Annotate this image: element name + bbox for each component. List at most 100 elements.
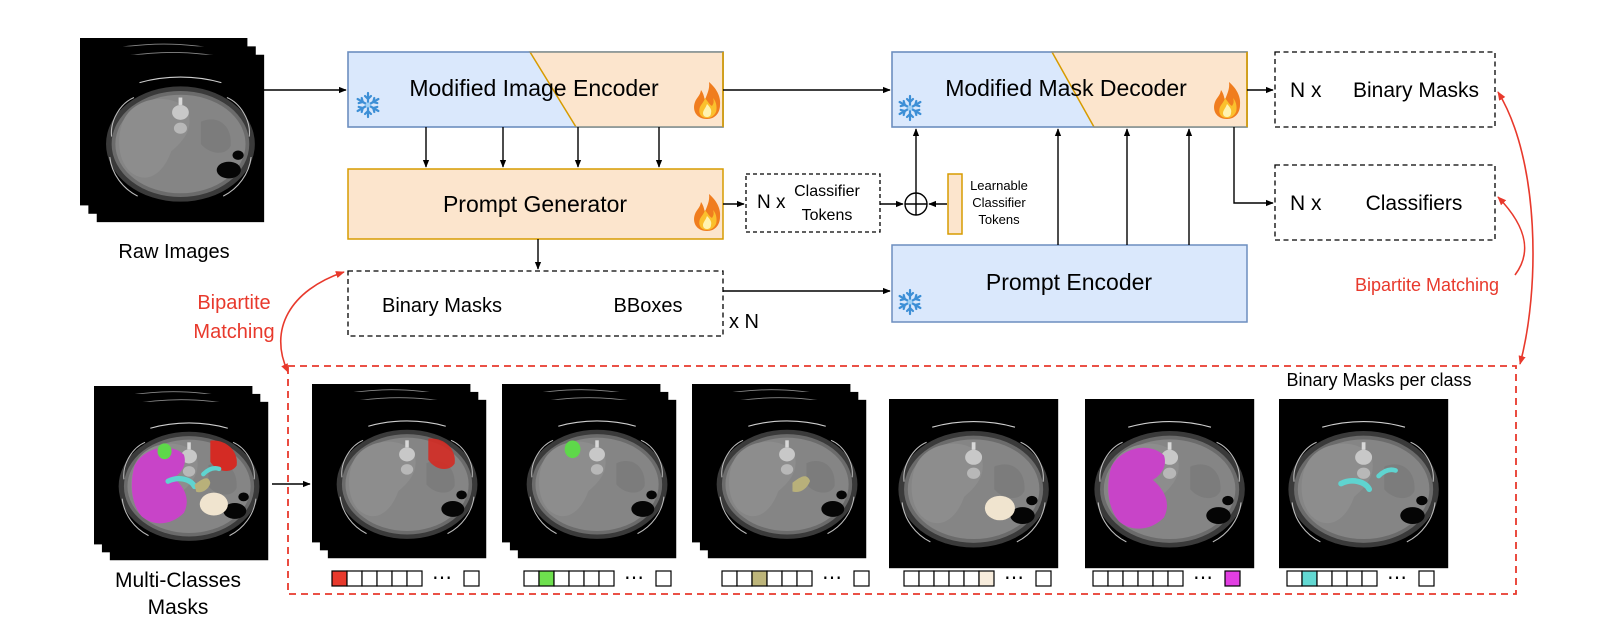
classifiers-output: N x Classifiers	[1274, 164, 1496, 241]
image-encoder-label: Modified Image Encoder	[409, 75, 659, 101]
one-hot-cell	[553, 570, 570, 587]
one-hot-last-cell	[1418, 570, 1435, 587]
one-hot-cell	[523, 570, 540, 587]
one-hot-cell	[781, 570, 798, 587]
ellipsis: ⋯	[1004, 567, 1024, 589]
class-mask-5	[1084, 398, 1255, 569]
prompt-output-multiplier: x N	[729, 311, 759, 333]
prompt-encoder-label: Prompt Encoder	[986, 269, 1153, 295]
classifier-tokens-prefix: N x	[757, 192, 786, 213]
one-hot-cell	[361, 570, 378, 587]
flow-arrows	[260, 86, 1274, 488]
binary-masks-label: Binary Masks	[1353, 79, 1479, 102]
prompt-outputs-box: Binary Masks BBoxes x N	[347, 270, 759, 337]
one-hot-cell	[346, 570, 363, 587]
one-hot-cell	[1137, 570, 1154, 587]
one-hot-cell	[903, 570, 920, 587]
one-hot-cell	[736, 570, 753, 587]
one-hot-vector: ⋯	[1092, 567, 1241, 589]
multi-class-label-line2: Masks	[148, 596, 209, 619]
one-hot-cell	[766, 570, 783, 587]
one-hot-active-cell	[751, 570, 768, 587]
one-hot-cell	[376, 570, 393, 587]
bipartite-matching-arrows	[279, 91, 1534, 373]
one-hot-cell	[406, 570, 423, 587]
learnable-line1: Learnable	[970, 178, 1028, 193]
one-hot-vector: ⋯	[903, 567, 1052, 589]
one-hot-cell	[721, 570, 738, 587]
one-hot-cell	[948, 570, 965, 587]
bipartite-right-label: Bipartite Matching	[1355, 275, 1499, 295]
multi-class-mask-stack	[94, 386, 268, 560]
ellipsis: ⋯	[1387, 567, 1407, 589]
one-hot-cell	[796, 570, 813, 587]
one-hot-last-cell	[655, 570, 672, 587]
ellipsis: ⋯	[624, 567, 644, 589]
one-hot-last-cell	[1035, 570, 1052, 587]
per-class-label: Binary Masks per class	[1286, 370, 1471, 390]
one-hot-active-cell	[331, 570, 348, 587]
prompt-output-masks: Binary Masks	[382, 295, 502, 317]
one-hot-last-cell	[853, 570, 870, 587]
prompt-output-bboxes: BBoxes	[614, 295, 683, 317]
one-hot-cell	[1361, 570, 1378, 587]
learnable-classifier-tokens: Learnable Classifier Tokens	[947, 173, 1028, 235]
one-hot-vector: ⋯	[1286, 567, 1435, 589]
raw-images-label: Raw Images	[118, 241, 229, 263]
bipartite-left-line2: Matching	[193, 321, 274, 343]
one-hot-cell	[933, 570, 950, 587]
one-hot-active-cell	[978, 570, 995, 587]
binary-masks-output: N x Binary Masks	[1274, 51, 1496, 128]
one-hot-active-cell	[538, 570, 555, 587]
ellipsis: ⋯	[432, 567, 452, 589]
class-mask-1	[312, 384, 486, 558]
class-mask-3	[692, 384, 866, 558]
per-class-container	[287, 365, 1517, 595]
prompt-encoder: Prompt Encoder	[891, 244, 1248, 323]
class-mask-4	[888, 398, 1059, 569]
one-hot-cell	[1316, 570, 1333, 587]
class-mask-2	[502, 384, 676, 558]
one-hot-cell	[598, 570, 615, 587]
one-hot-vector: ⋯	[523, 567, 672, 589]
sum-node	[904, 192, 928, 216]
ellipsis: ⋯	[1193, 567, 1213, 589]
raw-images-stack	[80, 38, 264, 222]
classifier-tokens-box: N x Classifier Tokens	[745, 173, 881, 233]
one-hot-cell	[1107, 570, 1124, 587]
bipartite-left-line1: Bipartite	[197, 292, 270, 314]
one-hot-cell	[1346, 570, 1363, 587]
class-mask-6	[1278, 398, 1449, 569]
one-hot-cell	[963, 570, 980, 587]
multi-class-label-line1: Multi-Classes	[115, 569, 241, 592]
modified-mask-decoder: Modified Mask Decoder	[891, 51, 1248, 128]
mask-decoder-label: Modified Mask Decoder	[945, 75, 1187, 101]
one-hot-cell	[1331, 570, 1348, 587]
one-hot-vector: ⋯	[721, 567, 870, 589]
one-hot-last-cell	[1224, 570, 1241, 587]
classifiers-label: Classifiers	[1366, 192, 1463, 215]
one-hot-last-cell	[463, 570, 480, 587]
one-hot-cell	[918, 570, 935, 587]
binary-masks-prefix: N x	[1290, 79, 1322, 102]
one-hot-cell	[1152, 570, 1169, 587]
learnable-line2: Classifier	[972, 195, 1026, 210]
one-hot-cell	[391, 570, 408, 587]
one-hot-cell	[568, 570, 585, 587]
one-hot-cell	[1092, 570, 1109, 587]
one-hot-cell	[1167, 570, 1184, 587]
learnable-line3: Tokens	[978, 212, 1020, 227]
classifier-tokens-line1: Classifier	[794, 183, 860, 200]
ellipsis: ⋯	[822, 567, 842, 589]
one-hot-cell	[583, 570, 600, 587]
one-hot-active-cell	[1301, 570, 1318, 587]
one-hot-cell	[1122, 570, 1139, 587]
prompt-generator: Prompt Generator	[347, 168, 724, 240]
modified-image-encoder: Modified Image Encoder	[347, 51, 724, 128]
one-hot-cell	[1286, 570, 1303, 587]
classifier-tokens-line2: Tokens	[802, 207, 853, 224]
classifiers-prefix: N x	[1290, 192, 1322, 215]
one-hot-rows: ⋯ ⋯ ⋯ ⋯ ⋯ ⋯	[331, 567, 1435, 589]
prompt-generator-label: Prompt Generator	[443, 191, 627, 217]
one-hot-vector: ⋯	[331, 567, 480, 589]
